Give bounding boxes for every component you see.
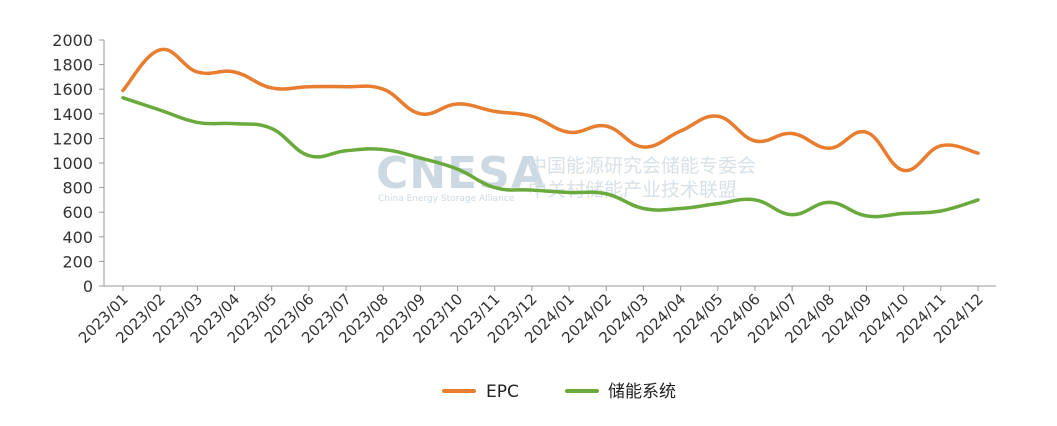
y-tick-label: 2000: [52, 31, 93, 50]
series-line-epc: [121, 47, 980, 173]
watermark-subtitle: China Energy Storage Alliance: [378, 194, 515, 204]
y-tick-label: 600: [62, 203, 93, 222]
y-tick-label: 400: [62, 228, 93, 247]
watermark-line1: 中国能源研究会储能专委会: [528, 155, 756, 177]
y-tick-label: 1200: [52, 129, 93, 148]
y-tick-label: 1600: [52, 80, 93, 99]
y-tick-label: 200: [62, 252, 93, 271]
y-tick-label: 1800: [52, 56, 93, 75]
x-axis-ticks: 2023/012023/022023/032023/042023/052023/…: [75, 286, 987, 347]
y-tick-label: 0: [83, 277, 93, 296]
series-line-storage-system: [121, 96, 980, 219]
legend: EPC 储能系统: [442, 382, 676, 402]
watermark-line2: 中关村储能产业技术联盟: [528, 179, 737, 201]
legend-label-storage-system: 储能系统: [608, 382, 676, 402]
y-tick-label: 1000: [52, 154, 93, 173]
y-tick-label: 1400: [52, 105, 93, 124]
series-lines: [121, 47, 980, 219]
watermark: CNESA China Energy Storage Alliance 中国能源…: [376, 148, 756, 204]
y-tick-label: 800: [62, 179, 93, 198]
y-axis-ticks: 0 200 400 600 800 1000 1200 1400 1600 1800 2000: [52, 31, 104, 296]
legend-label-epc: EPC: [486, 382, 519, 402]
